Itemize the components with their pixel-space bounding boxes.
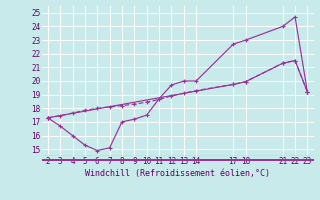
X-axis label: Windchill (Refroidissement éolien,°C): Windchill (Refroidissement éolien,°C) bbox=[85, 169, 270, 178]
